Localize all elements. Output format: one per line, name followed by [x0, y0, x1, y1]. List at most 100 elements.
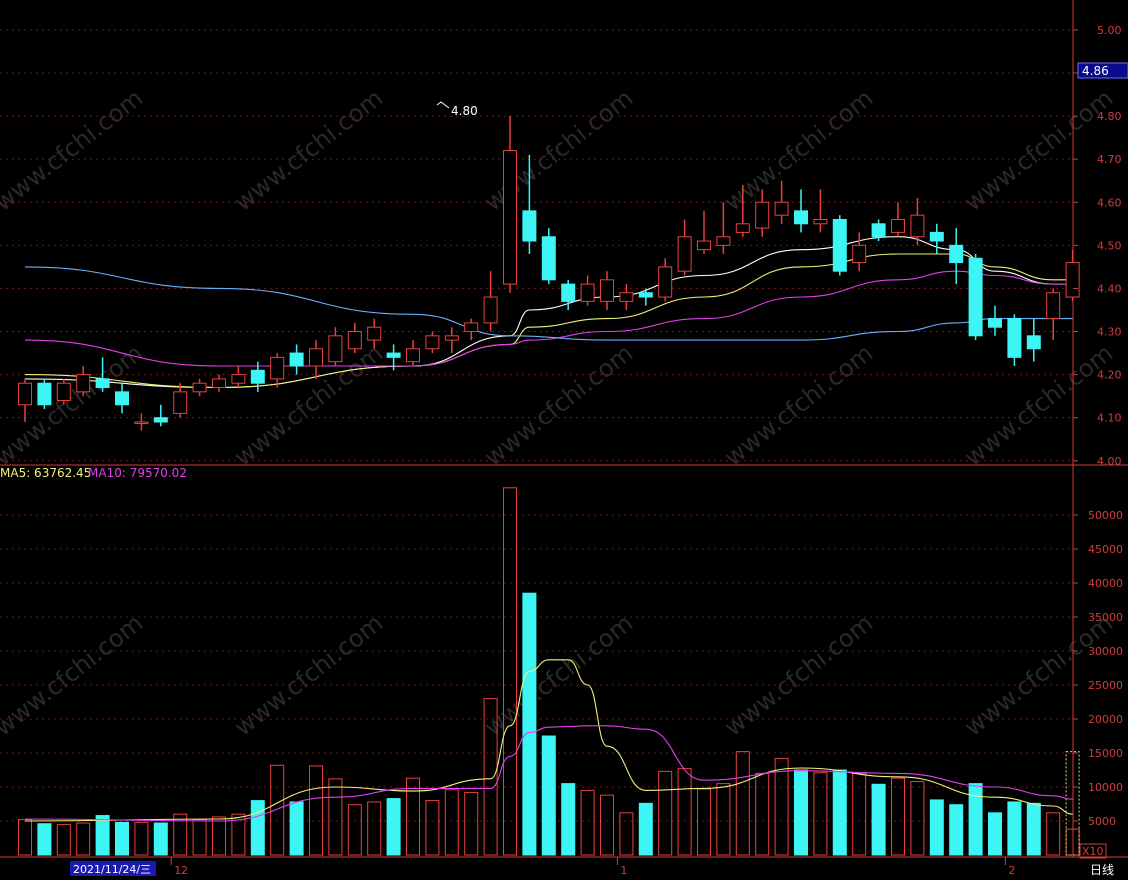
volume-bar[interactable]	[716, 783, 731, 856]
volume-bar[interactable]	[949, 804, 964, 856]
volume-bar[interactable]	[852, 772, 867, 856]
candlestick[interactable]	[289, 344, 304, 375]
volume-bar[interactable]	[289, 801, 304, 856]
candlestick[interactable]	[444, 327, 459, 354]
volume-bar[interactable]	[1026, 802, 1041, 856]
candlestick[interactable]	[774, 180, 789, 224]
volume-bar[interactable]	[347, 804, 362, 856]
volume-bar[interactable]	[18, 819, 32, 856]
candlestick[interactable]	[270, 353, 285, 388]
candlestick[interactable]	[134, 413, 149, 431]
volume-bar[interactable]	[483, 698, 498, 856]
volume-bar[interactable]	[561, 783, 576, 856]
volume-bar[interactable]	[1065, 828, 1080, 856]
candlestick[interactable]	[716, 202, 731, 254]
volume-bar[interactable]	[794, 769, 808, 856]
candlestick[interactable]	[929, 223, 944, 254]
candlestick[interactable]	[988, 305, 1002, 336]
candlestick[interactable]	[891, 202, 905, 237]
candlestick[interactable]	[794, 189, 808, 233]
volume-bar[interactable]	[464, 791, 479, 856]
candlestick[interactable]	[367, 318, 382, 349]
volume-bar[interactable]	[755, 772, 770, 856]
candlestick[interactable]	[580, 275, 595, 306]
candlestick[interactable]	[949, 228, 964, 285]
candlestick[interactable]	[503, 116, 517, 293]
volume-bars[interactable]	[18, 487, 1080, 856]
volume-bar[interactable]	[619, 812, 634, 856]
volume-bar[interactable]	[386, 798, 401, 856]
volume-bar[interactable]	[910, 781, 925, 856]
volume-bar[interactable]	[658, 770, 673, 856]
volume-bar[interactable]	[212, 816, 226, 856]
volume-bar[interactable]	[929, 799, 944, 856]
volume-bar[interactable]	[541, 735, 556, 856]
candlestick[interactable]	[522, 154, 537, 254]
candlestick[interactable]	[658, 258, 673, 302]
candlestick[interactable]	[464, 318, 479, 341]
candlestick[interactable]	[231, 365, 246, 388]
candlestick[interactable]	[309, 340, 323, 379]
candlestick[interactable]	[95, 357, 110, 392]
period-daily-button[interactable]: 日线	[1090, 863, 1114, 877]
candlestick[interactable]	[328, 327, 343, 366]
candlestick[interactable]	[619, 284, 634, 310]
volume-bar[interactable]	[774, 757, 789, 856]
candlestick[interactable]	[76, 365, 91, 397]
candlestick[interactable]	[250, 361, 265, 392]
candlestick[interactable]	[638, 288, 653, 306]
volume-bar[interactable]	[891, 777, 905, 856]
candlestick[interactable]	[561, 279, 576, 310]
candlestick[interactable]	[37, 378, 52, 410]
volume-bar[interactable]	[444, 789, 459, 856]
volume-bar[interactable]	[37, 823, 52, 856]
candlestick[interactable]	[192, 378, 207, 397]
candlestick[interactable]	[968, 253, 983, 341]
candlestick[interactable]	[1065, 249, 1080, 302]
volume-bar[interactable]	[231, 813, 246, 856]
candlestick[interactable]	[755, 189, 770, 237]
volume-bar[interactable]	[134, 821, 149, 856]
volume-bar[interactable]	[1007, 801, 1022, 856]
volume-bar[interactable]	[270, 764, 285, 856]
volume-bar[interactable]	[56, 823, 71, 856]
candlestick[interactable]	[406, 340, 420, 366]
volume-bar[interactable]	[813, 772, 828, 856]
volume-bar[interactable]	[988, 812, 1002, 856]
candlestick[interactable]	[541, 228, 556, 285]
candlestick[interactable]	[871, 219, 886, 242]
volume-bar[interactable]	[968, 783, 983, 856]
volume-bar[interactable]	[1046, 812, 1061, 856]
candlestick[interactable]	[910, 197, 925, 246]
candlestick[interactable]	[832, 215, 847, 276]
candlestick[interactable]	[56, 378, 71, 405]
candlestick[interactable]	[153, 404, 168, 427]
volume-bar[interactable]	[76, 822, 91, 856]
volume-bar[interactable]	[697, 788, 711, 856]
volume-bar[interactable]	[522, 592, 537, 856]
volume-bar[interactable]	[153, 822, 168, 856]
volume-bar[interactable]	[503, 487, 517, 856]
volume-bar[interactable]	[735, 751, 750, 856]
candlestick[interactable]	[1046, 288, 1061, 341]
candlestick[interactable]	[18, 378, 32, 422]
volume-bar[interactable]	[328, 778, 343, 856]
volume-bar[interactable]	[95, 815, 110, 856]
candlestick[interactable]	[813, 189, 828, 233]
volume-bar[interactable]	[600, 794, 614, 856]
candlestick[interactable]	[173, 383, 188, 418]
candlestick[interactable]	[425, 331, 440, 354]
volume-bar[interactable]	[580, 789, 595, 856]
volume-bar[interactable]	[250, 800, 265, 856]
volume-bar[interactable]	[115, 821, 129, 856]
candlestick[interactable]	[735, 185, 750, 237]
volume-bar[interactable]	[406, 777, 420, 856]
volume-bar[interactable]	[309, 765, 323, 856]
candlestick[interactable]	[677, 219, 692, 276]
volume-bar[interactable]	[871, 783, 886, 856]
candlestick[interactable]	[1026, 318, 1041, 362]
candlestick[interactable]	[115, 383, 129, 414]
candlestick[interactable]	[697, 210, 711, 254]
candlestick[interactable]	[386, 344, 401, 371]
